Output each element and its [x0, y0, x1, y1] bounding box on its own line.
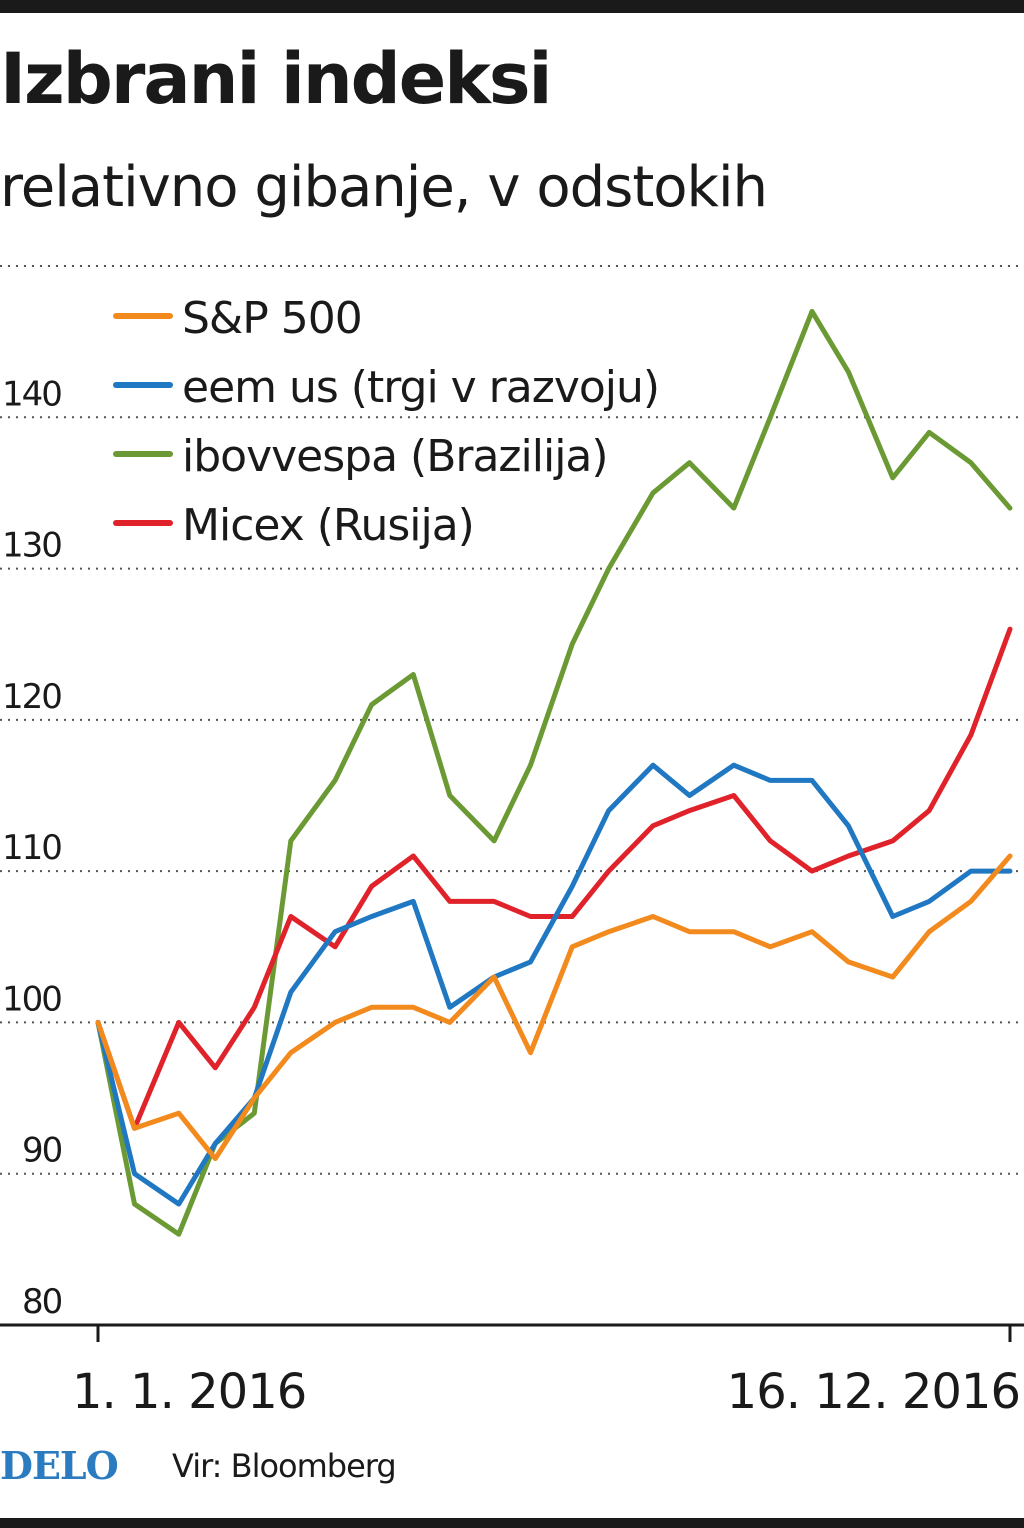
y-tick-label: 120: [2, 677, 61, 717]
y-tick-label: 90: [22, 1131, 62, 1171]
brand-logo: DELO: [0, 1443, 119, 1488]
series-line-s-p-500: [95, 853, 1013, 1162]
line-chart: 80 90 100 110 120 130 140 1. 1. 2016 16. 12. 20…: [0, 265, 1024, 1420]
chart-subtitle: relativno gibanje, v odstokih: [0, 155, 768, 220]
bottom-rule: [0, 1518, 1024, 1528]
top-rule: [0, 0, 1024, 13]
source-note: Vir: Bloomberg: [172, 1447, 397, 1485]
legend-label: Micex (Rusija): [182, 500, 474, 551]
legend-label: ibovvespa (Brazilija): [182, 431, 608, 482]
legend: S&P 500 eem us (trgi v razvoju) ibovvespa …: [113, 293, 660, 551]
series-line-micex-rusija: [95, 626, 1013, 1131]
y-tick-label: 100: [2, 979, 61, 1019]
legend-label: S&P 500: [182, 293, 362, 344]
x-axis: 1. 1. 2016 16. 12. 2016: [0, 1323, 1024, 1420]
y-tick-label: 80: [22, 1282, 62, 1322]
series-line-ibovvespa-brazilija: [95, 308, 1013, 1237]
y-tick-label: 140: [2, 374, 61, 414]
series-line-eem-us-trgi-v-razvoju: [95, 762, 1013, 1207]
legend-label: eem us (trgi v razvoju): [182, 362, 659, 413]
x-tick-label-start: 1. 1. 2016: [72, 1364, 306, 1420]
chart-title: Izbrani indeksi: [0, 38, 552, 120]
y-axis-tick-labels: 80 90 100 110 120 130 140: [2, 374, 64, 1322]
y-tick-label: 130: [2, 526, 61, 566]
gridlines: [0, 265, 1024, 1175]
x-tick-label-end: 16. 12. 2016: [727, 1364, 1020, 1420]
y-tick-label: 110: [2, 828, 61, 868]
series-lines: [95, 308, 1013, 1237]
